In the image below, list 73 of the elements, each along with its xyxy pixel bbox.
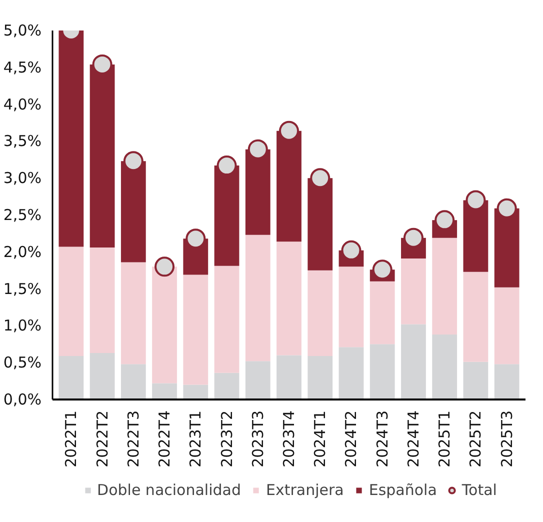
bar xyxy=(463,362,488,400)
bar xyxy=(308,356,333,400)
bar xyxy=(370,344,395,400)
bar xyxy=(338,266,364,348)
x-tick-label: 2022T1 xyxy=(62,410,80,468)
y-tick-label: 5,0% xyxy=(3,22,42,40)
y-tick-label: 0,5% xyxy=(3,354,42,372)
bar xyxy=(214,266,240,373)
bar xyxy=(90,247,115,354)
point xyxy=(248,139,268,160)
point xyxy=(372,260,392,280)
point xyxy=(123,151,144,172)
point xyxy=(496,198,517,218)
y-tick-label: 3,0% xyxy=(3,169,42,188)
y-tick-label: 1,5% xyxy=(3,280,42,298)
bar xyxy=(370,281,395,344)
x-tick-label: 2022T4 xyxy=(156,410,174,468)
bar xyxy=(245,234,270,362)
x-tick-label: 2024T2 xyxy=(342,410,360,468)
bar xyxy=(58,30,84,247)
x-tick-label: 2024T3 xyxy=(373,410,392,468)
x-tick-label: 2023T3 xyxy=(248,410,267,468)
legend-label: Extranjera xyxy=(266,481,344,499)
bar xyxy=(401,258,426,324)
x-tick-label: 2023T4 xyxy=(280,410,298,468)
y-tick-label: 2,0% xyxy=(3,242,42,261)
bar xyxy=(432,238,458,335)
point xyxy=(92,54,112,74)
bar xyxy=(338,347,364,400)
bar xyxy=(214,372,240,400)
bar xyxy=(276,242,302,356)
point xyxy=(154,256,175,277)
point xyxy=(341,240,362,260)
legend-label: Total xyxy=(462,481,497,499)
bar xyxy=(308,270,333,356)
bar xyxy=(401,324,426,400)
bar xyxy=(245,361,270,400)
bar xyxy=(494,287,520,364)
x-tick-label: 2024T1 xyxy=(311,410,330,468)
bar xyxy=(276,355,302,400)
bar xyxy=(90,353,115,400)
point xyxy=(434,210,455,230)
x-tick-label: 2022T3 xyxy=(124,410,142,468)
y-tick-label: 0,0% xyxy=(3,390,42,408)
bar xyxy=(183,384,208,400)
x-tick-label: 2025T1 xyxy=(436,410,454,468)
point xyxy=(279,120,299,141)
bar xyxy=(463,272,488,362)
x-tick-label: 2023T2 xyxy=(218,410,236,468)
y-tick-label: 1,0% xyxy=(3,316,42,335)
x-tick-label: 2025T3 xyxy=(498,410,516,468)
bar xyxy=(152,383,177,400)
point xyxy=(186,228,206,249)
bar xyxy=(183,274,208,385)
y-tick-label: 2,5% xyxy=(3,206,42,224)
x-tick-label: 2022T2 xyxy=(93,410,112,468)
bar xyxy=(432,334,458,400)
legend-label: Española xyxy=(368,481,437,499)
bar xyxy=(58,246,84,356)
bar xyxy=(152,266,177,384)
x-tick-label: 2025T2 xyxy=(466,410,485,468)
legend-label: Doble nacionalidad xyxy=(97,481,242,499)
bar xyxy=(494,364,520,400)
y-tick-label: 3,5% xyxy=(3,132,42,150)
point xyxy=(310,168,330,188)
bar xyxy=(120,364,146,400)
bar xyxy=(120,262,146,364)
bar xyxy=(58,356,84,400)
x-tick-label: 2023T1 xyxy=(186,410,205,468)
y-tick-label: 4,0% xyxy=(3,95,42,114)
point xyxy=(466,190,486,210)
x-tick-label: 2024T4 xyxy=(404,410,422,468)
y-tick-label: 4,5% xyxy=(3,58,42,76)
